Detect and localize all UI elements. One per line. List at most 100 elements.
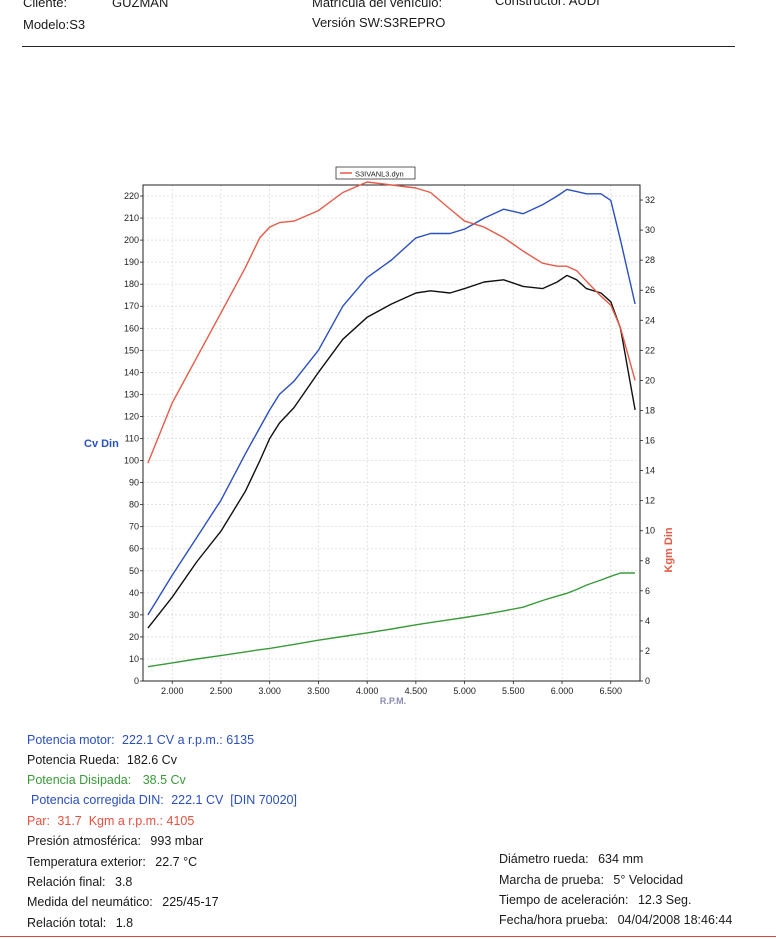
temperatura-value: 22.7 °C [155,855,198,869]
presion-label: Presión atmosférica: [27,834,141,848]
relacion-final-row: Relación final: 3.8 [27,875,132,889]
pot-disipada-row: Potencia Disipada: 38.5 Cv [27,773,186,787]
series-line-power-wheel [147,274,636,629]
fecha-label: Fecha/hora prueba: [499,913,609,927]
y-right-tick-label: 2 [645,646,650,656]
pot-corregida-value: 222.1 CV [DIN 70020] [171,793,297,807]
presion-value: 993 mbar [150,834,204,848]
par-row: Par: 31.7 Kgm a r.p.m.: 4105 [27,814,194,828]
par-label: Par: [27,814,50,828]
marcha-label: Marcha de prueba: [499,873,604,887]
y-right-tick-label: 10 [645,526,655,536]
y-right-tick-label: 32 [645,195,655,205]
pot-motor-label: Potencia motor: [27,733,115,747]
y-axis-left-title: Cv Din [84,438,119,450]
y-left-tick-label: 0 [134,676,139,686]
y-right-tick-label: 20 [645,375,655,385]
diametro-row: Diámetro rueda: 634 mm [499,852,643,866]
matricula-label: Matrícula del vehículo: [312,0,443,10]
series-line-power-motor [147,188,636,616]
y-left-tick-label: 10 [129,654,139,664]
y-left-tick-label: 220 [124,191,139,201]
y-left-tick-label: 70 [129,522,139,532]
y-right-tick-label: 22 [645,345,655,355]
x-tick-label: 3.500 [307,686,330,696]
y-right-tick-label: 8 [645,556,650,566]
pot-corregida-row: Potencia corregida DIN: 222.1 CV [DIN 70… [31,793,297,807]
series-line-torque [147,181,636,464]
y-left-tick-label: 200 [124,235,139,245]
y-right-tick-label: 12 [645,496,655,506]
relacion-total-value: 1.8 [115,916,134,930]
x-tick-label: 2.000 [161,686,184,696]
neumatico-label: Medida del neumático: [27,895,153,909]
diametro-label: Diámetro rueda: [499,852,589,866]
x-axis: 2.000 2.500 3.000 3.500 4.000 4.500 5.000 5.500… [161,681,622,696]
pot-rueda-value: 182.6 Cv [126,753,177,767]
y-axis-right-title: Kgm Din [663,527,675,573]
par-value: 31.7 Kgm a r.p.m.: 4105 [57,814,195,828]
neumatico-value: 225/45-17 [162,895,219,909]
y-left-tick-label: 90 [129,478,139,488]
x-axis-title: R.P.M. [380,696,406,706]
y-left-tick-label: 20 [129,632,139,642]
x-tick-label: 6.000 [551,686,574,696]
pot-disipada-label: Potencia Disipada: [27,773,132,787]
pot-corregida-label: Potencia corregida DIN: [31,793,164,807]
marcha-value: 5° Velocidad [613,873,684,887]
y-left-tick-label: 60 [129,544,139,554]
x-tick-label: 4.000 [356,686,379,696]
x-tick-label: 5.000 [453,686,476,696]
relacion-total-row: Relación total: 1.8 [27,916,133,930]
bottom-edge-line [0,936,776,937]
relacion-final-value: 3.8 [115,875,133,889]
tiempo-value: 12.3 Seg. [637,893,692,907]
y-left-tick-label: 120 [124,411,139,421]
y-right-tick-label: 14 [645,466,655,476]
y-left-tick-label: 130 [124,389,139,399]
relacion-total-label: Relación total: [27,916,107,930]
pot-disipada-value: 38.5 Cv [142,773,186,787]
y-right-tick-label: 26 [645,285,655,295]
legend-label: S3IVANL3.dyn [355,170,404,179]
y-right-tick-label: 30 [645,225,655,235]
y-right-tick-label: 28 [645,255,655,265]
temperatura-label: Temperatura exterior: [27,855,146,869]
presion-row: Presión atmosférica: 993 mbar [27,834,203,848]
y-right-tick-label: 18 [645,405,655,415]
tiempo-row: Tiempo de aceleración: 12.3 Seg. [499,893,691,907]
series [147,181,636,668]
cliente-label: Cliente: [23,0,68,10]
neumatico-row: Medida del neumático: 225/45-17 [27,895,219,909]
modelo: Modelo:S3 [23,17,86,32]
pot-motor-row: Potencia motor: 222.1 CV a r.p.m.: 6135 [27,733,254,747]
temperatura-row: Temperatura exterior: 22.7 °C [27,855,197,869]
relacion-final-label: Relación final: [27,875,106,889]
y-left-tick-label: 140 [124,367,139,377]
y-right-tick-label: 6 [645,586,650,596]
series-line-power-loss [147,572,636,668]
x-tick-label: 2.500 [210,686,233,696]
fecha-value: 04/04/2008 18:46:44 [617,913,733,927]
x-tick-label: 5.500 [502,686,525,696]
x-tick-label: 6.500 [599,686,622,696]
version-sw: Versión SW:S3REPRO [312,15,446,30]
pot-rueda-label: Potencia Rueda: [27,753,120,767]
y-left-tick-label: 210 [124,213,139,223]
y-right-tick-label: 16 [645,436,655,446]
x-tick-label: 4.500 [405,686,428,696]
cliente-value: GUZMAN [112,0,169,10]
pot-motor-value: 222.1 CV a r.p.m.: 6135 [122,733,255,747]
y-left-tick-label: 180 [124,279,139,289]
y-left-tick-label: 40 [129,588,139,598]
y-right-tick-label: 0 [645,676,650,686]
y-left-tick-label: 110 [125,434,139,444]
tiempo-label: Tiempo de aceleración: [499,893,629,907]
y-left-tick-label: 170 [124,301,139,311]
fecha-row: Fecha/hora prueba: 04/04/2008 18:46:44 [499,913,732,927]
y-right-tick-label: 4 [645,616,650,626]
diametro-value: 634 mm [598,852,644,866]
legend-box [335,166,416,180]
y-left-tick-label: 80 [129,500,139,510]
